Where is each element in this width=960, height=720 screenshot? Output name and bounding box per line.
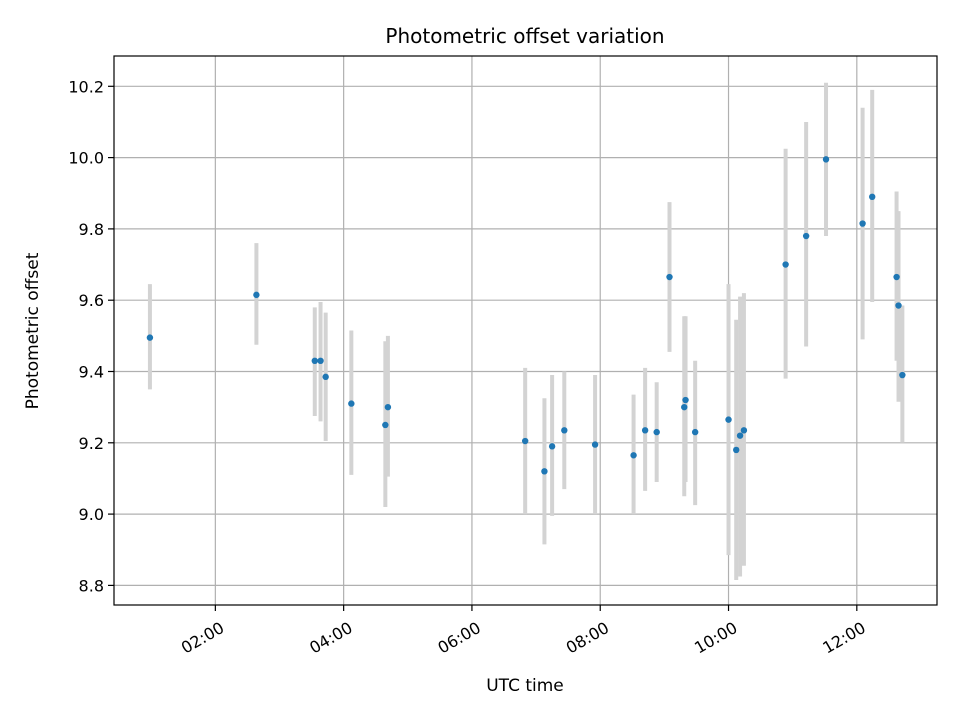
data-point <box>322 373 329 381</box>
data-point <box>869 193 876 201</box>
y-tick-label: 10.0 <box>68 149 104 168</box>
data-point <box>682 396 689 404</box>
data-point <box>384 403 392 411</box>
data-point <box>653 428 660 436</box>
data-point <box>691 428 699 436</box>
y-tick-label: 9.2 <box>79 434 104 453</box>
data-point <box>146 334 154 341</box>
data-point <box>311 357 318 365</box>
y-tick-label: 9.4 <box>79 362 104 381</box>
data-point <box>548 443 556 450</box>
y-tick-label: 9.0 <box>79 505 104 524</box>
data-point <box>859 220 866 227</box>
y-tick-label: 10.2 <box>68 77 104 96</box>
data-point <box>561 427 568 434</box>
y-tick-label: 8.8 <box>79 576 104 595</box>
chart-title: Photometric offset variation <box>385 24 664 48</box>
data-point <box>591 441 599 448</box>
data-point <box>348 400 355 407</box>
data-point <box>782 261 789 268</box>
data-point <box>725 416 732 423</box>
data-point <box>253 291 260 299</box>
data-point <box>736 432 744 439</box>
y-tick-label: 9.6 <box>79 291 104 310</box>
data-point <box>521 437 529 445</box>
data-point <box>666 273 673 281</box>
data-point <box>899 371 906 379</box>
data-point <box>733 446 740 454</box>
plot-area-frame <box>113 55 938 606</box>
data-point <box>893 273 900 281</box>
data-point <box>382 421 389 429</box>
data-point <box>641 427 649 434</box>
data-point <box>681 403 688 411</box>
data-markers <box>146 156 906 475</box>
y-axis-label: Photometric offset <box>23 252 43 409</box>
y-tick-label: 9.8 <box>79 220 104 239</box>
data-point <box>740 427 748 434</box>
data-point <box>822 156 830 163</box>
data-point <box>541 468 548 475</box>
data-point <box>317 357 324 365</box>
data-point <box>895 302 902 309</box>
x-axis-label: UTC time <box>486 676 564 696</box>
data-point <box>630 452 637 459</box>
data-point <box>802 232 810 240</box>
